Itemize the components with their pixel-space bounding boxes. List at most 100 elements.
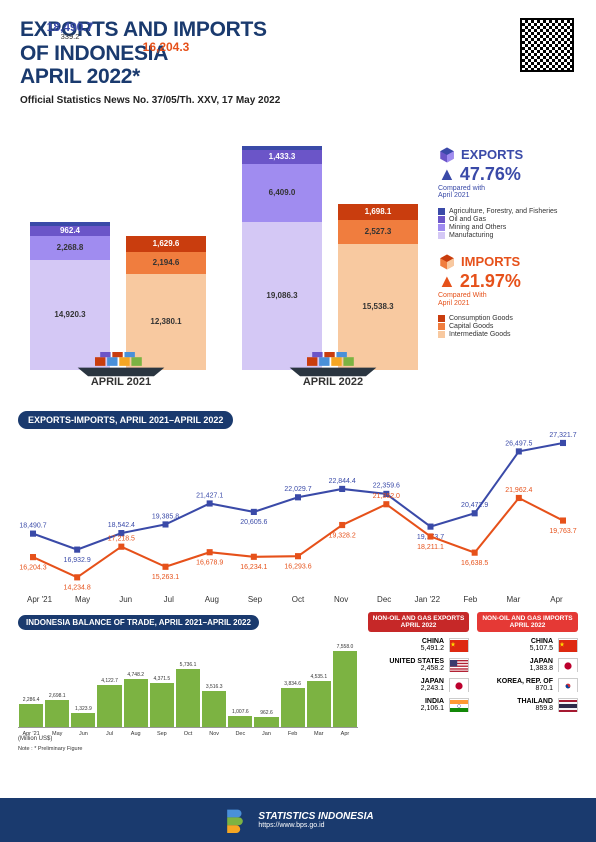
x-tick-label: Jun bbox=[104, 595, 147, 604]
data-label: 16,638.5 bbox=[461, 558, 488, 566]
x-tick-label: Jul bbox=[147, 595, 190, 604]
subtitle: Official Statistics News No. 37/05/Th. X… bbox=[20, 95, 576, 106]
flag-icon bbox=[449, 678, 469, 692]
bar-segment: 1,629.6 bbox=[126, 236, 206, 252]
balance-bar-wrap: 1,007.6 Dec bbox=[228, 709, 252, 726]
legend-swatch bbox=[438, 208, 445, 215]
data-point bbox=[118, 543, 124, 549]
trade-imports-list: CHINA5,107.5 JAPAN1,383.8 KOREA, REP. OF… bbox=[477, 638, 578, 712]
up-arrow-icon: ▲ bbox=[438, 271, 456, 292]
exports-title: EXPORTS bbox=[461, 147, 523, 162]
balance-bar-value: 2,698.1 bbox=[45, 693, 69, 699]
balance-bar-label: Jan bbox=[254, 731, 278, 737]
trade-item-text: CHINA5,491.2 bbox=[368, 638, 444, 652]
trade-item: UNITED STATES2,458.2 bbox=[368, 658, 469, 672]
legend-item: Agriculture, Forestry, and Fisheries bbox=[438, 208, 578, 215]
balance-bar-wrap: 2,286.4 Apr '21 bbox=[19, 697, 43, 727]
x-tick-label: Jan '22 bbox=[406, 595, 449, 604]
data-label: 18,542.4 bbox=[108, 520, 135, 528]
bar-group: 18,490.7339.2962.42,268.814,920.316,204.… bbox=[26, 190, 216, 370]
balance-bar bbox=[333, 651, 357, 727]
trade-item: THAILAND859.8 bbox=[477, 698, 578, 712]
data-label: 17,218.5 bbox=[108, 534, 135, 542]
balance-bar bbox=[281, 688, 305, 726]
x-tick-label: May bbox=[61, 595, 104, 604]
legend-item: Mining and Others bbox=[438, 224, 578, 231]
stacked-bars-area: 18,490.7339.2962.42,268.814,920.316,204.… bbox=[18, 118, 438, 398]
balance-bar-label: Dec bbox=[228, 731, 252, 737]
data-point bbox=[295, 494, 301, 500]
legend-swatch bbox=[438, 315, 445, 322]
line-chart-badge: EXPORTS-IMPORTS, APRIL 2021–APRIL 2022 bbox=[18, 411, 233, 429]
imports-summary: IMPORTS ▲ 21.97% Compared With April 202… bbox=[438, 253, 578, 338]
line-x-axis: Apr '21MayJunJulAugSepOctNovDecJan '22Fe… bbox=[18, 595, 578, 604]
trade-item-text: THAILAND859.8 bbox=[477, 698, 553, 712]
data-point bbox=[251, 553, 257, 559]
data-point bbox=[30, 530, 36, 536]
imports-cube-icon bbox=[438, 253, 456, 271]
x-tick-label: Aug bbox=[190, 595, 233, 604]
exports-bar: 1,433.36,409.019,086.3 bbox=[242, 146, 322, 370]
balance-badge: INDONESIA BALANCE OF TRADE, APRIL 2021–A… bbox=[18, 615, 259, 630]
flag-icon bbox=[449, 698, 469, 712]
balance-bar-wrap: 4,371.5 Sep bbox=[150, 676, 174, 727]
trade-item: CHINA5,107.5 bbox=[477, 638, 578, 652]
imports-compare-1: Compared With bbox=[438, 292, 578, 300]
data-label: 15,263.1 bbox=[152, 573, 179, 581]
balance-bar-value: 4,122.7 bbox=[97, 678, 121, 684]
imports-bar: 1,698.12,527.315,538.3 bbox=[338, 204, 418, 370]
page: EXPORTS AND IMPORTSOF INDONESIAAPRIL 202… bbox=[0, 0, 596, 842]
data-point bbox=[516, 448, 522, 454]
legend-label: Agriculture, Forestry, and Fisheries bbox=[449, 208, 557, 215]
data-point bbox=[472, 549, 478, 555]
trade-item-text: UNITED STATES2,458.2 bbox=[368, 658, 444, 672]
ship-icon bbox=[66, 352, 176, 378]
flag-icon bbox=[558, 698, 578, 712]
legend-swatch bbox=[438, 224, 445, 231]
imports-title: IMPORTS bbox=[461, 254, 520, 269]
data-label: 22,029.7 bbox=[284, 485, 311, 493]
footer: STATISTICS INDONESIA https://www.bps.go.… bbox=[0, 798, 596, 842]
balance-bar-label: Aug bbox=[124, 731, 148, 737]
balance-bar-value: 3,834.6 bbox=[281, 681, 305, 687]
x-tick-label: Mar bbox=[492, 595, 535, 604]
exports-compare-2: April 2021 bbox=[438, 192, 578, 200]
legend-label: Mining and Others bbox=[449, 224, 506, 231]
imports-compare-2: April 2021 bbox=[438, 300, 578, 308]
exports-cube-icon bbox=[438, 146, 456, 164]
x-tick-label: Dec bbox=[363, 595, 406, 604]
trade-item-text: JAPAN1,383.8 bbox=[477, 658, 553, 672]
bar-group: 27,321.7393.11,433.36,409.019,086.319,76… bbox=[238, 120, 428, 370]
balance-bar-value: 4,535.1 bbox=[307, 674, 331, 680]
trade-imports-header: NON-OIL AND GAS IMPORTSAPRIL 2022 bbox=[477, 612, 578, 632]
qr-code bbox=[520, 18, 574, 72]
balance-bar bbox=[19, 704, 43, 727]
trade-item-text: INDIA2,106.1 bbox=[368, 698, 444, 712]
balance-unit: (Million US$) bbox=[18, 736, 52, 742]
exports-pct: ▲ 47.76% bbox=[438, 164, 578, 185]
trade-exports-col: NON-OIL AND GAS EXPORTSAPRIL 2022 CHINA5… bbox=[368, 612, 469, 750]
legend-label: Intermediate Goods bbox=[449, 331, 510, 338]
bar-segment: 6,409.0 bbox=[242, 164, 322, 222]
data-point bbox=[516, 494, 522, 500]
exports-legend: Agriculture, Forestry, and FisheriesOil … bbox=[438, 208, 578, 239]
balance-bar bbox=[45, 700, 69, 727]
balance-bar-label: Nov bbox=[202, 731, 226, 737]
data-point bbox=[74, 574, 80, 580]
balance-bar-label: Mar bbox=[307, 731, 331, 737]
footer-org: STATISTICS INDONESIA bbox=[258, 811, 373, 822]
balance-bar-wrap: 2,698.1 May bbox=[45, 693, 69, 727]
flag-icon bbox=[449, 658, 469, 672]
data-label: 21,352.0 bbox=[373, 492, 400, 500]
data-point bbox=[163, 563, 169, 569]
data-label: 22,359.6 bbox=[373, 481, 400, 489]
trade-item: CHINA5,491.2 bbox=[368, 638, 469, 652]
data-label: 14,234.8 bbox=[64, 583, 91, 591]
balance-bar-wrap: 4,535.1 Mar bbox=[307, 674, 331, 726]
legend-swatch bbox=[438, 331, 445, 338]
data-point bbox=[74, 546, 80, 552]
bar-segment: 19,086.3 bbox=[242, 222, 322, 370]
data-label: 22,844.4 bbox=[329, 476, 356, 484]
legend-item: Capital Goods bbox=[438, 323, 578, 330]
data-label: 27,321.7 bbox=[549, 430, 576, 438]
